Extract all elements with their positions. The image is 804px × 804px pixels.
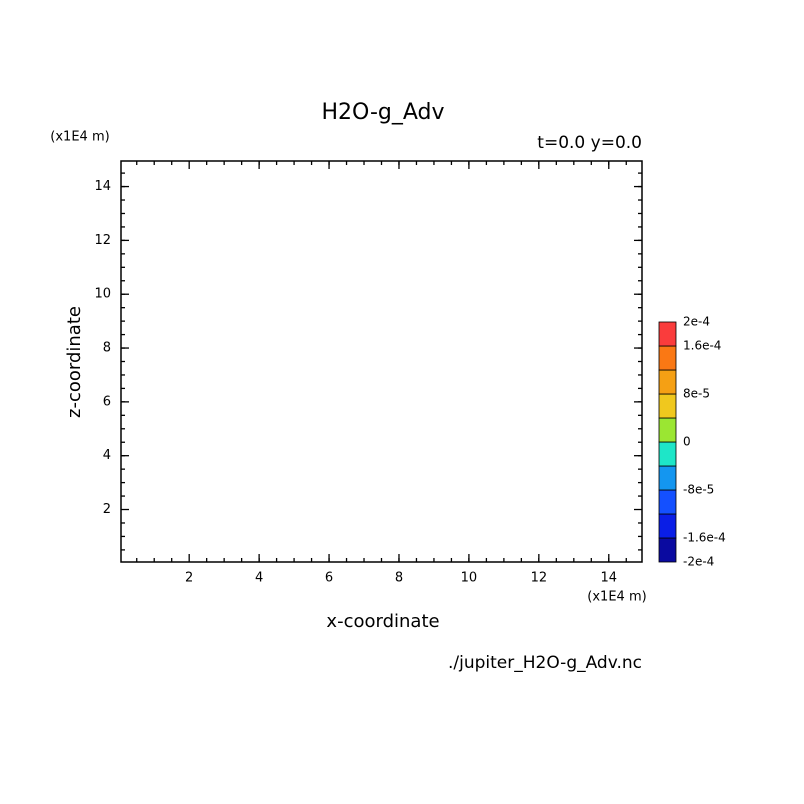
y-tick-label: 2 bbox=[103, 502, 111, 517]
colorbar-label: -8e-5 bbox=[683, 483, 714, 497]
x-tick-label: 6 bbox=[325, 571, 333, 586]
y-tick-label: 12 bbox=[94, 233, 111, 248]
y-tick-label: 14 bbox=[94, 179, 111, 194]
y-tick-label: 4 bbox=[103, 448, 111, 463]
colorbar-label: -1.6e-4 bbox=[683, 531, 726, 545]
colorbar-label: 8e-5 bbox=[683, 387, 710, 401]
colorbar-swatch bbox=[658, 345, 677, 371]
colorbar-label: 2e-4 bbox=[683, 315, 710, 329]
y-tick-label: 6 bbox=[103, 394, 111, 409]
chart-subtitle: t=0.0 y=0.0 bbox=[537, 133, 642, 153]
y-axis-label: z-coordinate bbox=[64, 306, 85, 418]
colorbar-swatch bbox=[658, 369, 677, 395]
colorbar-swatch bbox=[658, 321, 677, 347]
x-tick-label: 2 bbox=[185, 571, 193, 586]
colorbar-swatch bbox=[658, 441, 677, 467]
colorbar-swatch bbox=[658, 393, 677, 419]
y-unit: (x1E4 m) bbox=[50, 130, 109, 145]
colorbar-label: 0 bbox=[683, 435, 691, 449]
x-tick-label: 8 bbox=[395, 571, 403, 586]
x-tick-label: 14 bbox=[601, 571, 618, 586]
x-tick-label: 10 bbox=[461, 571, 478, 586]
colorbar-label: -2e-4 bbox=[683, 555, 714, 569]
x-tick-label: 12 bbox=[531, 571, 548, 586]
colorbar-swatch bbox=[658, 513, 677, 539]
x-unit: (x1E4 m) bbox=[587, 590, 646, 605]
x-axis-label: x-coordinate bbox=[326, 611, 439, 632]
source-file: ./jupiter_H2O-g_Adv.nc bbox=[448, 653, 642, 673]
colorbar-swatch bbox=[658, 537, 677, 563]
y-tick-label: 8 bbox=[103, 341, 111, 356]
x-tick-label: 4 bbox=[255, 571, 263, 586]
y-tick-label: 10 bbox=[94, 287, 111, 302]
colorbar-label: 1.6e-4 bbox=[683, 339, 721, 353]
colorbar-swatch bbox=[658, 465, 677, 491]
chart-title: H2O-g_Adv bbox=[321, 100, 444, 125]
colorbar-swatch bbox=[658, 489, 677, 515]
colorbar-swatch bbox=[658, 417, 677, 443]
